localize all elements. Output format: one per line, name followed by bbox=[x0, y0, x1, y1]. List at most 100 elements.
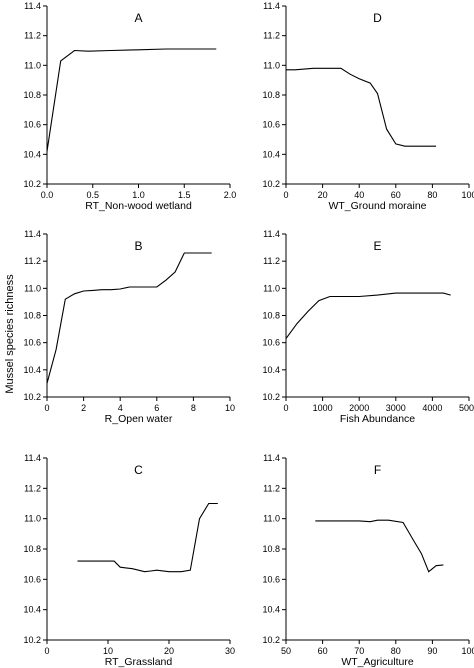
panel-letter: D bbox=[373, 11, 382, 25]
y-tick-label: 10.4 bbox=[262, 149, 280, 159]
axis-frame bbox=[46, 6, 230, 185]
x-tick-label: 4 bbox=[118, 403, 123, 413]
panel-d: 10.2 10.4 10.6 10.8 11.0 11.2 11.4 0 20 40 60 80 100… bbox=[262, 1, 474, 212]
y-tick-label: 10.8 bbox=[262, 311, 280, 321]
x-axis-label: R_Open water bbox=[105, 413, 173, 425]
x-tick-label: 2000 bbox=[349, 403, 369, 413]
x-tick-label: 80 bbox=[427, 190, 437, 200]
panel-letter: C bbox=[134, 463, 143, 477]
x-tick-label: 80 bbox=[391, 646, 401, 656]
y-tick-label: 10.8 bbox=[262, 90, 280, 100]
x-tick-label: 0 bbox=[283, 403, 288, 413]
x-axis-label: RT_Grassland bbox=[105, 656, 173, 668]
y-tick-label: 10.6 bbox=[23, 338, 41, 348]
x-tick-label: 0 bbox=[44, 646, 49, 656]
y-tick-label: 11.2 bbox=[24, 31, 41, 41]
y-tick-label: 11.0 bbox=[263, 60, 280, 70]
x-tick-label: 90 bbox=[427, 646, 437, 656]
y-tick-label: 11.4 bbox=[263, 229, 280, 239]
y-tick-label: 10.8 bbox=[262, 544, 280, 554]
x-tick-label: 70 bbox=[354, 646, 364, 656]
panel-c: 10.2 10.4 10.6 10.8 11.0 11.2 11.4 0 10 20 30 RT_Gr… bbox=[23, 453, 235, 668]
x-axis-label: WT_Ground moraine bbox=[328, 200, 426, 212]
y-tick-label: 11.2 bbox=[263, 31, 280, 41]
y-tick-label: 11.0 bbox=[24, 514, 41, 524]
y-tick-label: 11.2 bbox=[263, 483, 280, 493]
x-tick-label: 30 bbox=[225, 646, 235, 656]
panel-letter: A bbox=[134, 11, 142, 25]
x-tick-label: 1.5 bbox=[178, 190, 191, 200]
panel-letter: E bbox=[373, 239, 381, 253]
x-tick-label: 8 bbox=[191, 403, 196, 413]
y-tick-label: 10.2 bbox=[262, 635, 280, 645]
y-tick-label: 10.4 bbox=[23, 149, 41, 159]
series-line bbox=[285, 292, 451, 339]
y-tick-label: 11.0 bbox=[24, 60, 41, 70]
y-tick-label: 11.0 bbox=[263, 514, 280, 524]
x-tick-label: 40 bbox=[354, 190, 364, 200]
x-tick-label: 50 bbox=[281, 646, 291, 656]
panel-letter: F bbox=[374, 463, 381, 477]
y-tick-label: 11.4 bbox=[263, 453, 280, 463]
x-axis-label: Fish Abundance bbox=[340, 413, 415, 425]
panel-a: 10.2 10.4 10.6 10.8 11.0 11.2 11.4 0.0 0.5 1.0 1.5… bbox=[23, 1, 236, 212]
x-tick-label: 100 bbox=[461, 190, 474, 200]
x-tick-label: 60 bbox=[391, 190, 401, 200]
axis-frame bbox=[285, 234, 469, 398]
y-tick-label: 10.8 bbox=[23, 544, 41, 554]
x-tick-label: 0 bbox=[283, 190, 288, 200]
x-tick-label: 1000 bbox=[313, 403, 333, 413]
y-tick-label: 10.6 bbox=[262, 338, 280, 348]
y-tick-label: 10.4 bbox=[262, 605, 280, 615]
y-tick-label: 10.2 bbox=[23, 392, 41, 402]
series-line bbox=[286, 67, 437, 147]
series-line bbox=[315, 519, 444, 573]
y-tick-label: 10.4 bbox=[23, 605, 41, 615]
y-tick-label: 11.2 bbox=[24, 483, 41, 493]
y-tick-label: 11.4 bbox=[24, 1, 41, 11]
x-tick-label: 100 bbox=[461, 646, 474, 656]
x-axis-label: WT_Agriculture bbox=[341, 656, 414, 668]
y-tick-label: 11.4 bbox=[24, 229, 41, 239]
axis-frame bbox=[46, 234, 230, 398]
x-tick-label: 1.0 bbox=[132, 190, 145, 200]
y-tick-label: 10.2 bbox=[262, 392, 280, 402]
x-tick-label: 2 bbox=[81, 403, 86, 413]
x-tick-label: 20 bbox=[164, 646, 174, 656]
series-line bbox=[46, 252, 212, 384]
y-tick-label: 11.4 bbox=[263, 1, 280, 11]
series-line bbox=[77, 502, 218, 573]
axis-frame bbox=[285, 458, 469, 641]
panel-f: 10.2 10.4 10.6 10.8 11.0 11.2 11.4 50 60 70 80 90 10… bbox=[262, 453, 474, 668]
y-tick-label: 10.2 bbox=[23, 635, 41, 645]
y-axis-label: Mussel species richness bbox=[4, 274, 16, 394]
y-tick-label: 10.6 bbox=[262, 120, 280, 130]
x-tick-label: 20 bbox=[318, 190, 328, 200]
panel-letter: B bbox=[134, 239, 142, 253]
panel-b: 10.2 10.4 10.6 10.8 11.0 11.2 11.4 0 2 4 6 8 10 R_Ope… bbox=[23, 229, 235, 425]
x-tick-label: 0.5 bbox=[86, 190, 99, 200]
y-tick-label: 10.6 bbox=[23, 120, 41, 130]
y-tick-label: 11.0 bbox=[24, 283, 41, 293]
y-tick-label: 10.6 bbox=[23, 574, 41, 584]
y-tick-label: 10.8 bbox=[23, 311, 41, 321]
y-tick-label: 11.2 bbox=[263, 256, 280, 266]
x-tick-label: 4000 bbox=[422, 403, 442, 413]
panel-e: 10.2 10.4 10.6 10.8 11.0 11.2 11.4 0 1000 2000 300… bbox=[262, 229, 474, 425]
y-tick-label: 10.6 bbox=[262, 574, 280, 584]
axis-frame bbox=[46, 458, 230, 641]
y-tick-label: 11.4 bbox=[24, 453, 41, 463]
x-tick-label: 10 bbox=[103, 646, 113, 656]
y-tick-label: 10.2 bbox=[262, 179, 280, 189]
x-tick-label: 6 bbox=[154, 403, 159, 413]
x-tick-label: 0.0 bbox=[41, 190, 54, 200]
series-line bbox=[46, 48, 217, 152]
y-tick-label: 10.4 bbox=[23, 365, 41, 375]
x-tick-label: 5000 bbox=[459, 403, 474, 413]
x-tick-label: 2.0 bbox=[224, 190, 237, 200]
x-tick-label: 0 bbox=[44, 403, 49, 413]
x-tick-label: 3000 bbox=[386, 403, 406, 413]
x-axis-label: RT_Non-wood wetland bbox=[85, 200, 192, 212]
y-tick-label: 10.4 bbox=[262, 365, 280, 375]
